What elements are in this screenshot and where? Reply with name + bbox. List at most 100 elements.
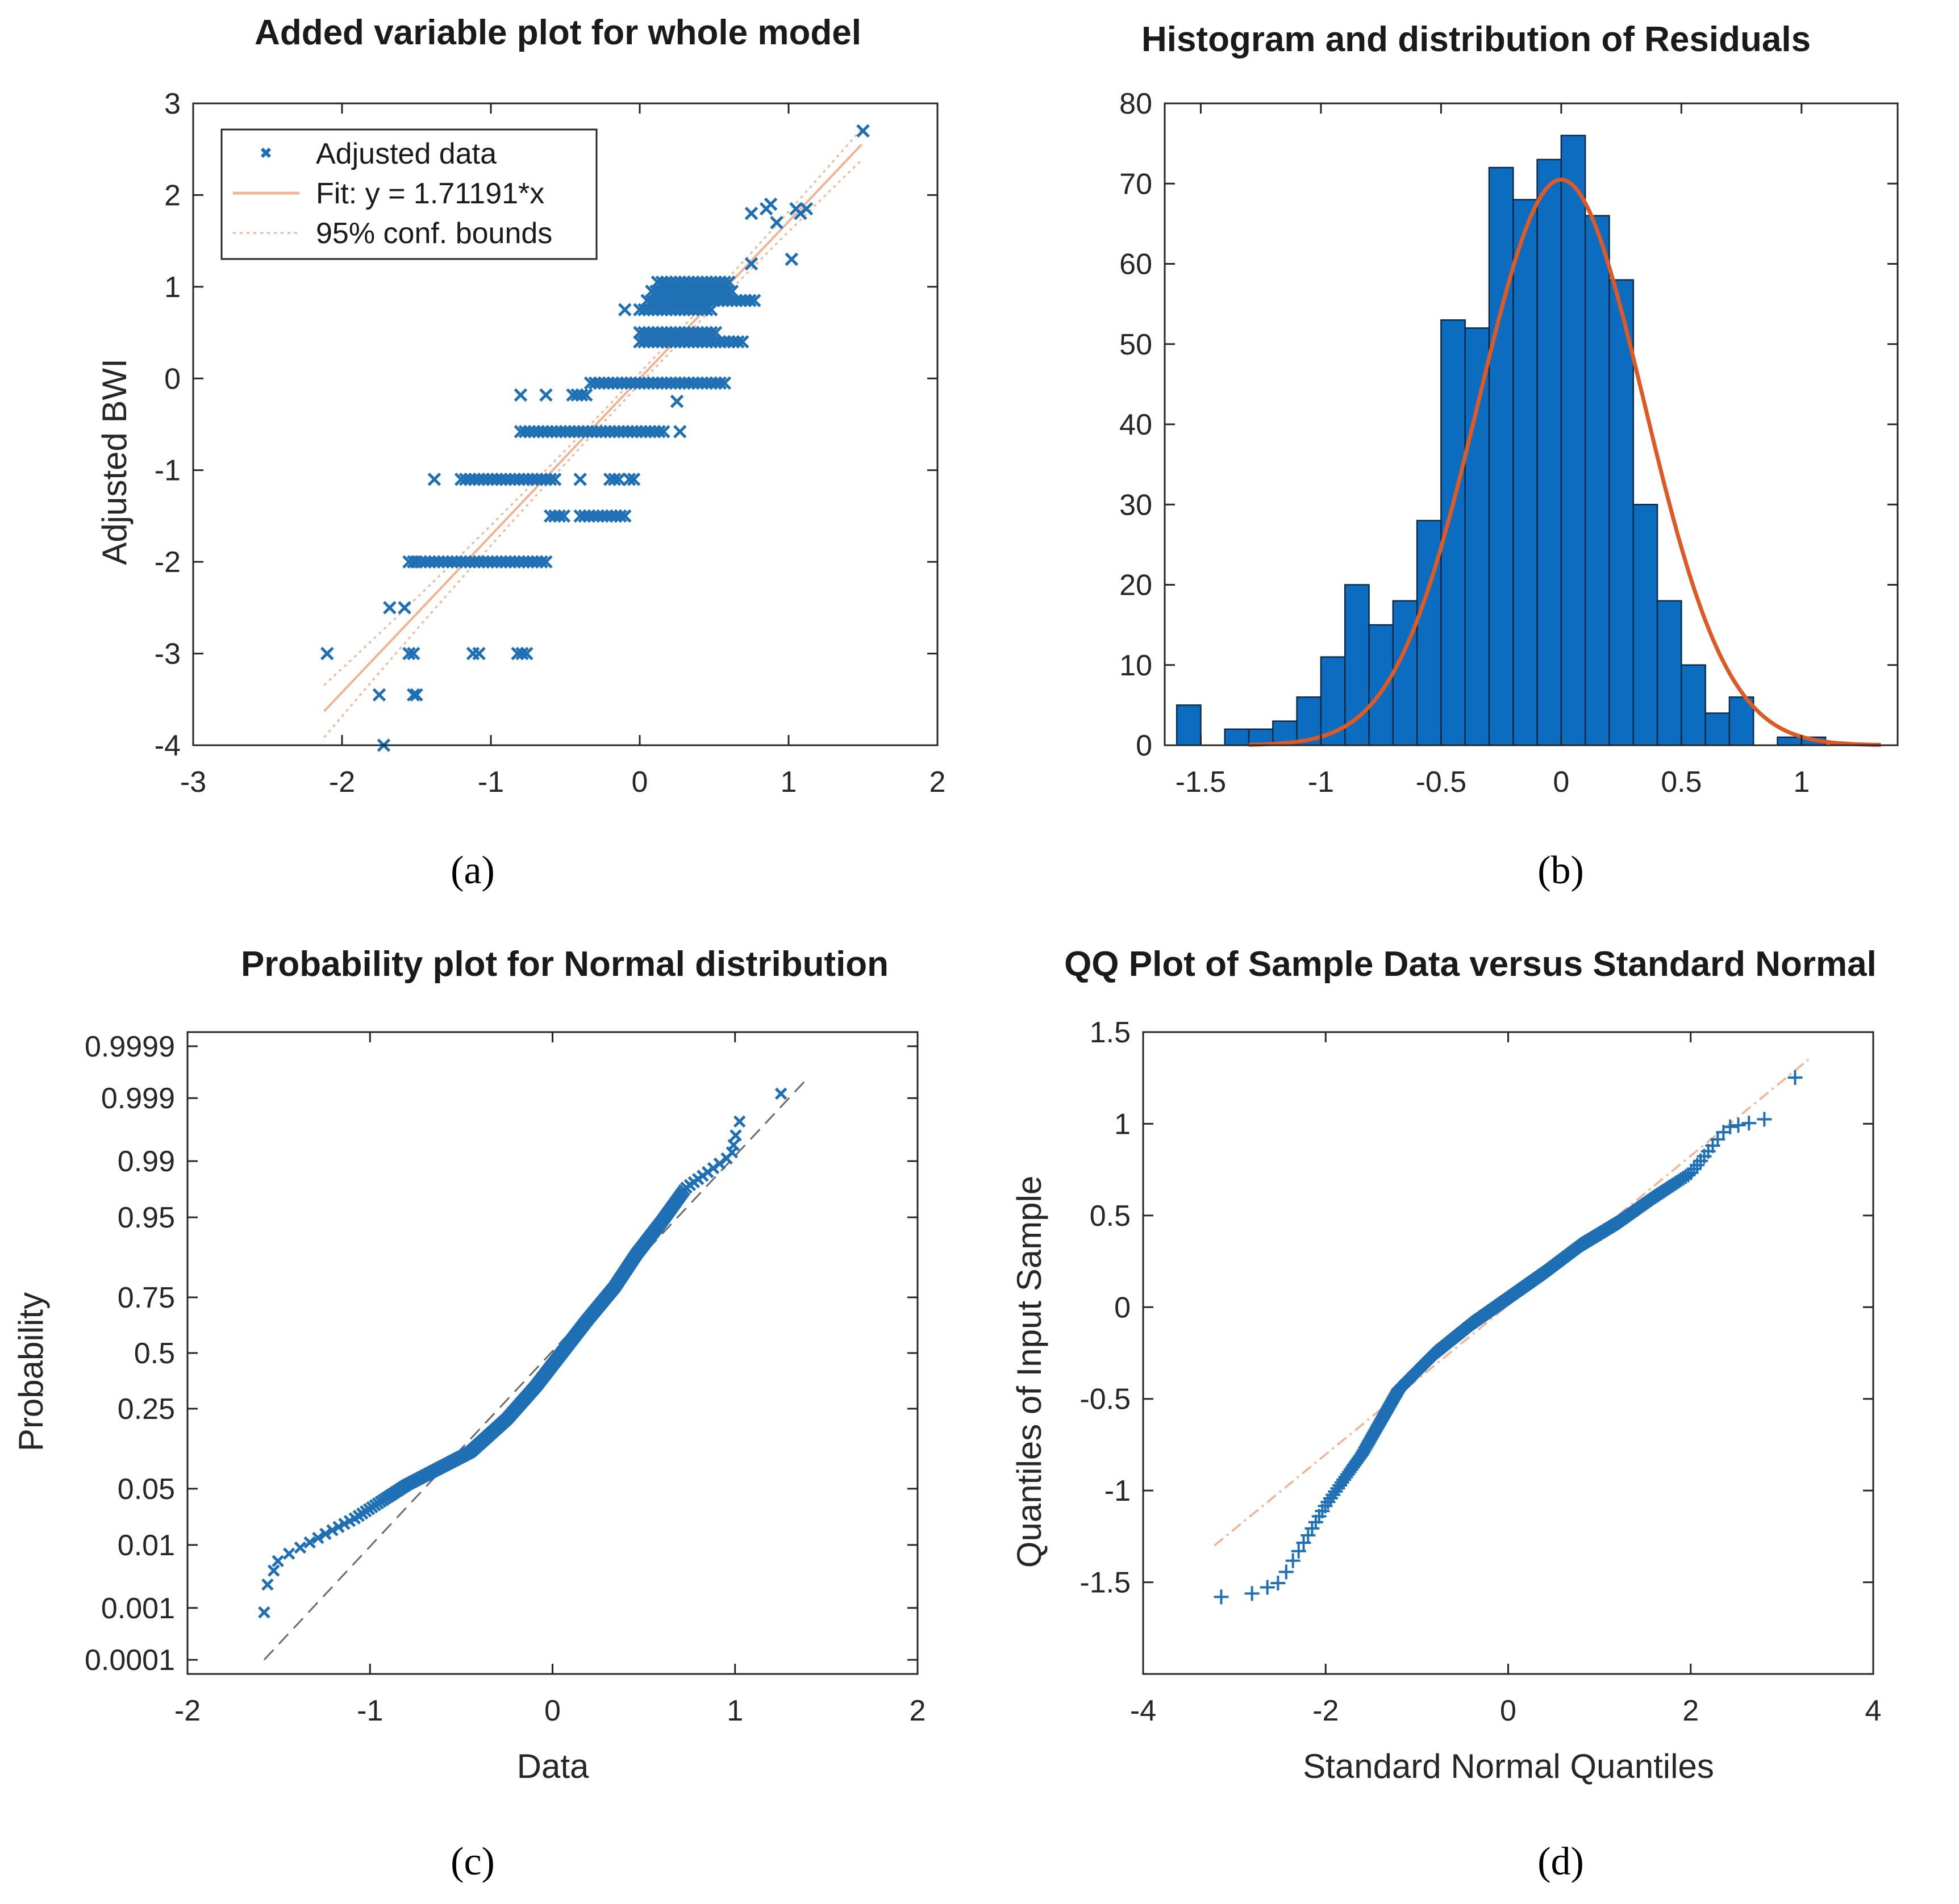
panel-c-ytick-label: 0.05 — [118, 1473, 175, 1506]
panel-c-ytick-label: 0.75 — [118, 1281, 175, 1314]
data-point — [372, 688, 386, 702]
reference-line — [263, 1081, 805, 1661]
data-point — [670, 394, 684, 408]
data-point — [294, 1541, 307, 1554]
data-point — [1723, 1119, 1738, 1134]
panel-a-ytick-label: -4 — [155, 729, 181, 762]
data-point — [319, 1527, 332, 1540]
data-point — [744, 257, 758, 271]
data-point — [472, 646, 486, 661]
panel-d-ytick-label: 1 — [1114, 1108, 1131, 1141]
panel-b-xtick-label: 0 — [1553, 766, 1569, 799]
data-point — [539, 388, 553, 402]
panel-c-ytick-label: 0.001 — [101, 1592, 175, 1625]
data-point — [303, 1536, 316, 1549]
panel-d-xtick-label: -2 — [1312, 1694, 1339, 1727]
data-point — [272, 1555, 284, 1568]
data-point — [614, 509, 627, 523]
data-point — [733, 1115, 746, 1128]
panel-c-ytick-label: 0.25 — [118, 1393, 175, 1426]
data-point — [1278, 1564, 1294, 1580]
panel-c-xtick-label: 0 — [544, 1694, 561, 1727]
data-point — [402, 646, 416, 661]
data-point — [747, 294, 761, 307]
panel-a-ytick-label: 1 — [164, 271, 181, 304]
legend-entry-fit: Fit: y = 1.71191*x — [316, 177, 544, 210]
panel-a-title: Added variable plot for whole model — [255, 13, 861, 52]
panel-c-ytick-label: 0.5 — [134, 1337, 175, 1370]
data-point — [1757, 1112, 1772, 1127]
data-point — [1787, 1070, 1803, 1085]
panel-c: Probability plot for Normal distribution… — [12, 945, 919, 1884]
data-point — [410, 688, 423, 702]
histogram-bar — [1584, 215, 1610, 746]
panel-c-ytick-label: 0.01 — [118, 1529, 175, 1562]
data-point — [535, 555, 548, 569]
data-point — [552, 509, 566, 523]
panel-a-axes-box — [192, 102, 939, 746]
panel-a-ytick-label: 3 — [164, 87, 181, 120]
panel-b-xtick-label: 1 — [1793, 766, 1810, 799]
panel-c-plot-area — [258, 1081, 805, 1661]
data-point — [557, 509, 571, 523]
histogram-bar — [1777, 736, 1803, 746]
data-point — [743, 294, 757, 307]
data-point — [1214, 1589, 1229, 1605]
panel-c-ytick-label: 0.9999 — [85, 1030, 175, 1063]
panel-a-xtick-label: -3 — [180, 766, 206, 799]
panel-a-ytick-label: -2 — [155, 546, 181, 579]
histogram-bar — [1344, 584, 1370, 746]
histogram-bar — [1560, 135, 1586, 746]
data-point — [708, 325, 723, 340]
data-point — [856, 124, 870, 138]
panel-d-ytick-label: -0.5 — [1079, 1383, 1131, 1416]
panel-b-ytick-label: 50 — [1119, 328, 1152, 361]
data-point — [770, 216, 783, 229]
panel-c-xtick-label: -1 — [357, 1694, 383, 1727]
histogram-bar — [1608, 279, 1635, 746]
data-point — [785, 252, 799, 266]
data-point — [320, 646, 334, 661]
conf-bound-lower — [323, 160, 862, 738]
data-point — [607, 473, 622, 486]
data-point — [673, 425, 687, 439]
panel-a-ylabel: Adjusted BWI — [95, 358, 134, 565]
histogram-bar — [1681, 664, 1706, 746]
panel-b-xtick-label: -1.5 — [1176, 766, 1227, 799]
panel-a-legend: Adjusted data Fit: y = 1.71191*x 95% con… — [220, 128, 598, 260]
panel-a-xtick-label: 1 — [781, 766, 797, 799]
data-point — [799, 202, 814, 216]
data-point — [267, 1564, 280, 1577]
histogram-bar — [1176, 704, 1202, 746]
data-point — [774, 1087, 787, 1100]
panel-a-plot-area — [320, 124, 870, 752]
panel-a-ytick-label: 2 — [164, 179, 181, 212]
panel-a-xtick-label: 2 — [930, 766, 946, 799]
panel-a-xtick-label: 0 — [632, 766, 648, 799]
panel-d-ytick-label: -1.5 — [1079, 1567, 1131, 1600]
data-point — [627, 473, 641, 486]
reference-line — [1214, 1059, 1810, 1547]
data-point — [730, 1129, 742, 1142]
data-point — [612, 473, 626, 486]
data-point — [1270, 1576, 1286, 1590]
panel-b-ytick-label: 80 — [1119, 87, 1152, 120]
panel-b-ytick-label: 10 — [1119, 649, 1152, 682]
data-point — [575, 388, 589, 402]
panel-b: Histogram and distribution of Residuals … — [1141, 20, 1899, 892]
data-point — [514, 388, 528, 402]
data-point — [1285, 1553, 1301, 1568]
data-point — [539, 555, 553, 569]
panel-b-ytick-label: 0 — [1136, 729, 1152, 762]
data-point — [713, 376, 727, 390]
data-point — [398, 601, 411, 615]
panel-b-plot-area — [1176, 135, 1881, 747]
panel-c-ytick-label: 0.0001 — [85, 1644, 175, 1677]
data-point — [1304, 1521, 1320, 1536]
panel-b-xtick-label: -1 — [1308, 766, 1334, 799]
data-point — [1741, 1116, 1757, 1131]
panel-c-ylabel: Probability — [12, 1292, 50, 1451]
data-point — [1683, 1165, 1699, 1180]
